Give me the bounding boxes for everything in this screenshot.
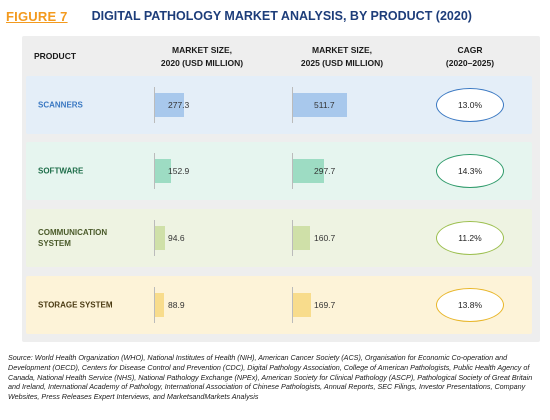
column-header-2020-line1: MARKET SIZE, (172, 45, 232, 55)
cagr-value: 13.0% (457, 99, 483, 110)
value-2020: 94.6 (168, 233, 185, 243)
value-2025: 297.7 (314, 166, 336, 176)
bar-2025 (293, 293, 311, 317)
column-header-2020: MARKET SIZE, 2020 (USD MILLION) (142, 44, 262, 70)
bar-axis-line (292, 220, 293, 256)
product-row: STORAGE SYSTEM 88.9 169.7 13.8% (26, 276, 532, 334)
bar-axis-line (292, 87, 293, 123)
chart-panel: PRODUCT MARKET SIZE, 2020 (USD MILLION) … (22, 36, 540, 342)
cagr-value: 11.2% (458, 232, 482, 243)
column-header-product: PRODUCT (34, 50, 104, 63)
column-header-cagr-line1: CAGR (457, 45, 483, 55)
value-2020: 88.9 (168, 300, 185, 310)
column-header-product-text: PRODUCT (34, 51, 77, 61)
bar-2020 (155, 226, 165, 250)
product-label: STORAGE SYSTEM (38, 300, 113, 311)
product-label-line: STORAGE SYSTEM (38, 300, 113, 310)
bar-axis-line (154, 287, 155, 323)
column-header-2020-line2: 2020 (USD MILLION) (160, 58, 244, 68)
column-header-cagr: CAGR (2020–2025) (430, 44, 510, 70)
bar-axis-line (154, 153, 155, 189)
bar-2025 (293, 159, 325, 183)
product-label-line: COMMUNICATION (38, 228, 108, 237)
column-header-cagr-line2: (2020–2025) (445, 58, 495, 68)
figure-header: FIGURE 7 DIGITAL PATHOLOGY MARKET ANALYS… (6, 5, 472, 27)
product-label: COMMUNICATION SYSTEM (38, 227, 107, 249)
bar-axis-line (154, 87, 155, 123)
value-2025: 160.7 (314, 233, 336, 243)
cagr-badge: 11.2% (436, 220, 504, 255)
bar-2020 (155, 293, 165, 317)
column-header-2025: MARKET SIZE, 2025 (USD MILLION) (282, 44, 402, 70)
product-label: SCANNERS (38, 100, 83, 111)
source-note: Source: World Health Organization (WHO),… (8, 353, 542, 402)
value-2020: 277.3 (168, 100, 190, 110)
product-label-line: SOFTWARE (38, 166, 84, 176)
cagr-value: 13.8% (457, 299, 483, 310)
column-header-2025-line2: 2025 (USD MILLION) (300, 58, 384, 68)
bar-axis-line (292, 153, 293, 189)
bar-2020 (155, 159, 172, 183)
product-label-line: SYSTEM (38, 239, 71, 248)
bar-2025 (293, 93, 347, 117)
product-label-line: SCANNERS (38, 100, 83, 110)
value-2025: 511.7 (314, 100, 335, 110)
figure-title: DIGITAL PATHOLOGY MARKET ANALYSIS, BY PR… (91, 9, 472, 23)
figure-number: FIGURE 7 (6, 8, 68, 24)
product-row: SOFTWARE 152.9 297.7 14.3% (26, 142, 532, 200)
cagr-value: 14.3% (457, 165, 483, 176)
cagr-badge: 13.0% (436, 87, 504, 122)
column-header-2025-line1: MARKET SIZE, (312, 45, 372, 55)
value-2025: 169.7 (314, 300, 336, 310)
cagr-badge: 14.3% (436, 153, 504, 188)
cagr-badge: 13.8% (436, 287, 504, 322)
product-row: SCANNERS 277.3 511.7 13.0% (26, 76, 532, 134)
product-row: COMMUNICATION SYSTEM 94.6 160.7 11.2% (26, 209, 532, 267)
product-label: SOFTWARE (38, 166, 83, 177)
bar-axis-line (292, 287, 293, 323)
value-2020: 152.9 (168, 166, 190, 176)
source-text: World Health Organization (WHO), Nationa… (8, 353, 533, 402)
source-label: Source: (8, 353, 33, 362)
bar-2025 (293, 226, 310, 250)
bar-2020 (155, 93, 185, 117)
bar-axis-line (154, 220, 155, 256)
